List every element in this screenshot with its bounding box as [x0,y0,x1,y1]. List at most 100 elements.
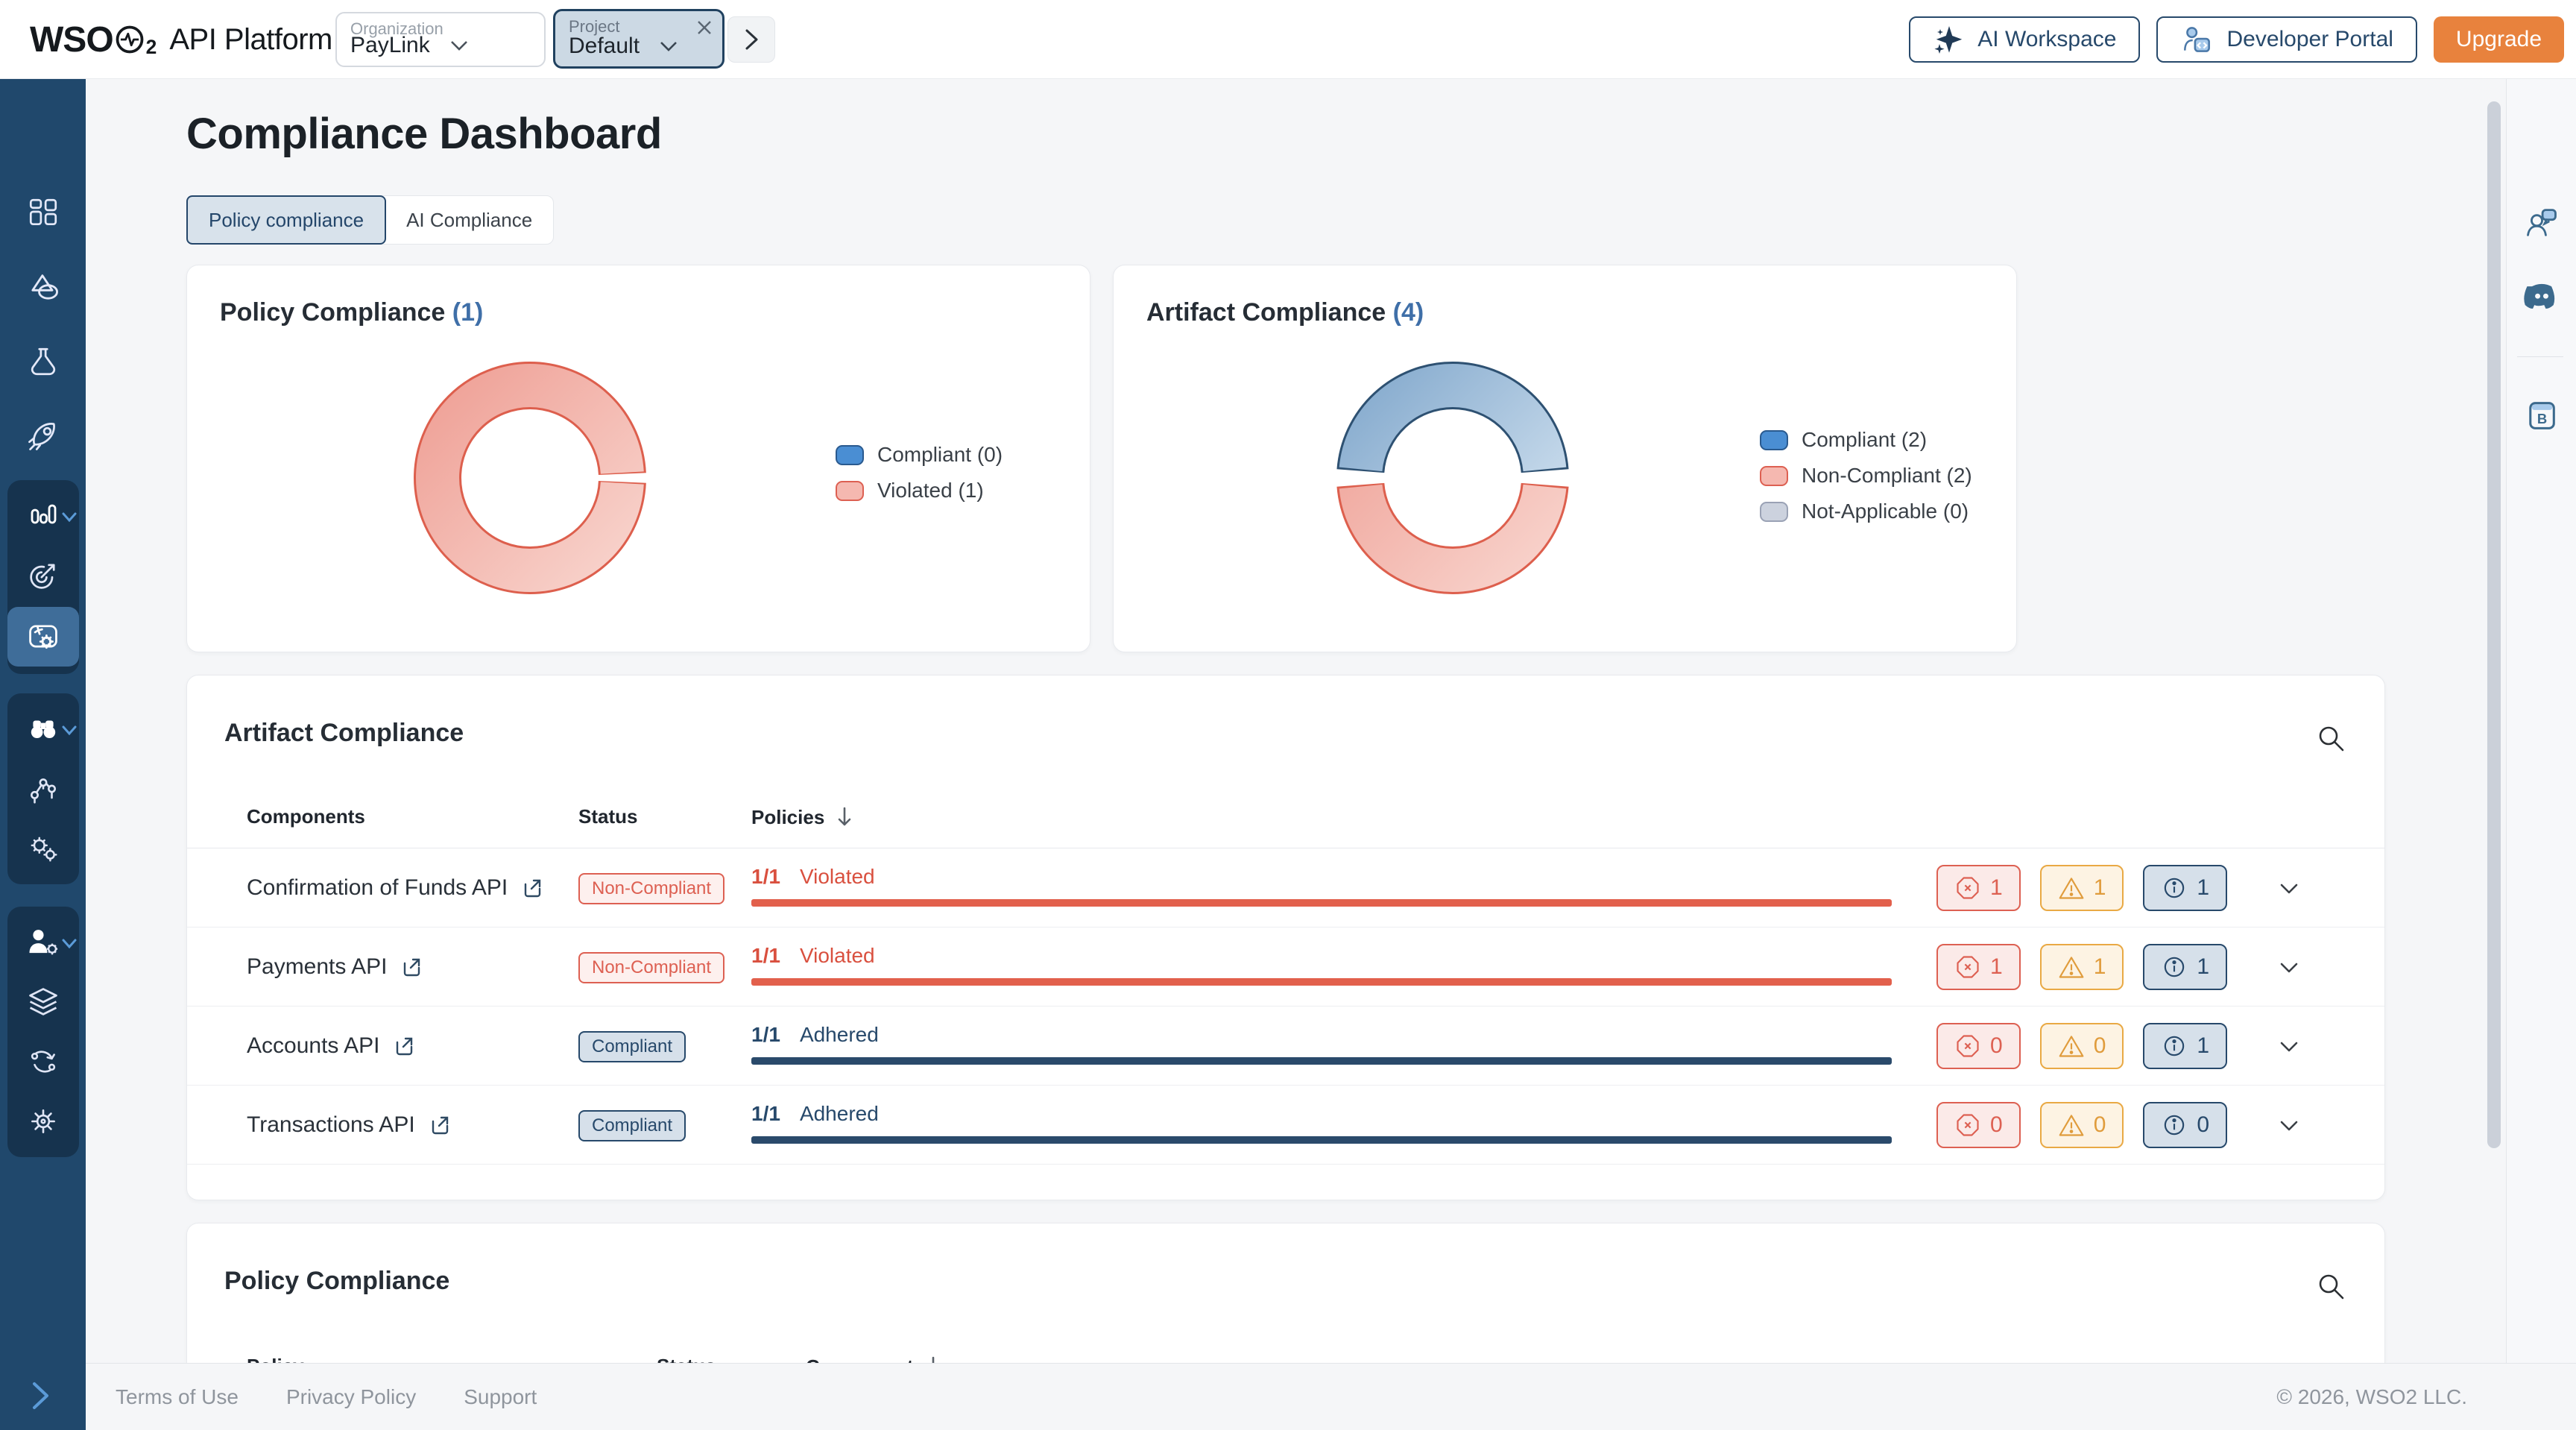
footer-links: Terms of Use Privacy Policy Support [116,1385,537,1409]
legend-swatch-violated [836,480,864,501]
error-count-badge[interactable]: 1 [1936,944,2021,990]
nav-deploy[interactable] [0,407,86,464]
legend-label: Non-Compliant (2) [1802,464,1972,487]
nav-settings[interactable] [7,1093,79,1150]
row-expand-button[interactable] [2274,1111,2304,1141]
component-name: Confirmation of Funds API [247,848,545,927]
policies-progress-bar [751,1057,1892,1065]
nav-test[interactable] [0,333,86,390]
project-clear-icon[interactable] [695,19,713,37]
binoculars-icon [31,720,56,739]
external-link-icon[interactable] [391,1033,417,1059]
warning-count-badge[interactable]: 0 [2039,1102,2124,1148]
right-utility-rail: B [2506,79,2576,1402]
nav-lifecycle[interactable] [7,1033,79,1090]
nav-analytics[interactable] [7,760,79,817]
nav-discover[interactable] [7,701,79,757]
status-badge: Compliant [578,1031,686,1062]
nav-operations[interactable] [7,820,79,877]
organization-select-value: PayLink [350,33,430,57]
error-count-badge[interactable]: 0 [1936,1023,2021,1069]
nav-insights-target[interactable] [7,547,79,604]
rail-divider [2517,356,2563,357]
upgrade-button[interactable]: Upgrade [2433,16,2564,63]
left-nav-sidebar [0,79,86,1430]
nav-environments[interactable] [7,974,79,1030]
breadcrumb-next-button[interactable] [727,16,775,63]
table-row[interactable]: Payments API Non-Compliant 1/1 Violated 1… [187,927,2384,1007]
policy-table-search-button[interactable] [2314,1270,2347,1303]
vertical-scrollbar[interactable] [2487,101,2501,1148]
info-circle-icon [2165,1036,2185,1056]
info-count-badge[interactable]: 1 [2143,944,2228,990]
status-badge: Non-Compliant [578,952,725,983]
footer-link-terms[interactable]: Terms of Use [116,1385,239,1408]
row-expand-button[interactable] [2274,874,2304,904]
info-circle-icon [2165,957,2185,977]
logo-product-label: API Platform [169,22,332,56]
row-expand-button[interactable] [2274,1032,2304,1062]
docs-button[interactable]: B [2507,397,2576,434]
component-name: Payments API [247,927,424,1007]
external-link-icon[interactable] [399,954,424,980]
feedback-button[interactable] [2507,204,2576,242]
info-count-badge[interactable]: 0 [2143,1102,2228,1148]
wso2-logo[interactable]: WSO 2 API Platform [30,0,332,79]
error-count-badge[interactable]: 1 [1936,865,2021,911]
policy-table-header: Policy Status Component [187,1337,2384,1363]
search-icon [2319,726,2344,752]
warning-triangle-icon [2059,957,2084,978]
legend-label: Compliant (0) [877,443,1003,466]
donut-chart-artifact [1336,362,1569,594]
nav-compliance-active[interactable] [7,607,79,667]
info-circle-icon [2165,1115,2185,1136]
error-octagon-icon [1957,1035,1979,1057]
finding-badges: 0 0 0 [1936,1102,2228,1148]
warning-count-badge[interactable]: 1 [2039,944,2124,990]
table-row[interactable]: Transactions API Compliant 1/1 Adhered 0 … [187,1086,2384,1165]
policies-state: Violated [799,865,875,888]
external-link-icon[interactable] [427,1112,452,1138]
warning-count-badge[interactable]: 0 [2039,1023,2124,1069]
column-component[interactable]: Component [806,1355,944,1363]
nav-design[interactable] [0,259,86,316]
sync-icon [31,1051,56,1073]
sidebar-expand-button[interactable] [27,1378,54,1414]
policies-state: Adhered [799,1023,879,1046]
row-expand-button[interactable] [2274,953,2304,983]
column-policies[interactable]: Policies [751,805,856,829]
project-select[interactable]: Project Default [553,9,724,69]
sort-desc-icon [932,1356,935,1363]
footer-link-support[interactable]: Support [464,1385,537,1408]
organization-select[interactable]: Organization PayLink [335,12,546,67]
tab-ai-compliance[interactable]: AI Compliance [406,208,533,231]
nav-observability[interactable] [7,488,79,544]
warning-triangle-icon [2059,878,2084,899]
table-row[interactable]: Accounts API Compliant 1/1 Adhered 0 0 1 [187,1007,2384,1086]
shapes-icon [31,274,58,300]
legend-item: Violated (1) [836,479,1003,503]
discord-button[interactable] [2507,276,2576,313]
table-row[interactable]: Confirmation of Funds API Non-Compliant … [187,848,2384,927]
chevron-down-icon [61,725,78,737]
organization-select-label: Organization [350,19,443,38]
chevron-right-icon [745,29,758,50]
status-badge: Non-Compliant [578,873,725,904]
info-count-badge[interactable]: 1 [2143,1023,2228,1069]
policies-state: Violated [799,944,875,967]
wso2-wordmark: WSO 2 [30,19,157,60]
nav-dashboard[interactable] [0,184,86,241]
error-count-badge[interactable]: 0 [1936,1102,2021,1148]
nav-user-management[interactable] [7,914,79,971]
legend-swatch-compliant [836,444,864,465]
artifact-compliance-table-card: Artifact Compliance Components Status Po… [186,675,2385,1200]
tab-policy-compliance[interactable]: Policy compliance [186,195,387,245]
developer-portal-button[interactable]: Developer Portal [2156,16,2417,63]
legend-label: Compliant (2) [1802,428,1928,451]
artifact-table-search-button[interactable] [2314,722,2347,755]
ai-workspace-button[interactable]: AI Workspace [1909,16,2141,63]
info-count-badge[interactable]: 1 [2143,865,2228,911]
footer-link-privacy[interactable]: Privacy Policy [285,1385,417,1408]
warning-count-badge[interactable]: 1 [2039,865,2124,911]
external-link-icon[interactable] [520,875,545,901]
